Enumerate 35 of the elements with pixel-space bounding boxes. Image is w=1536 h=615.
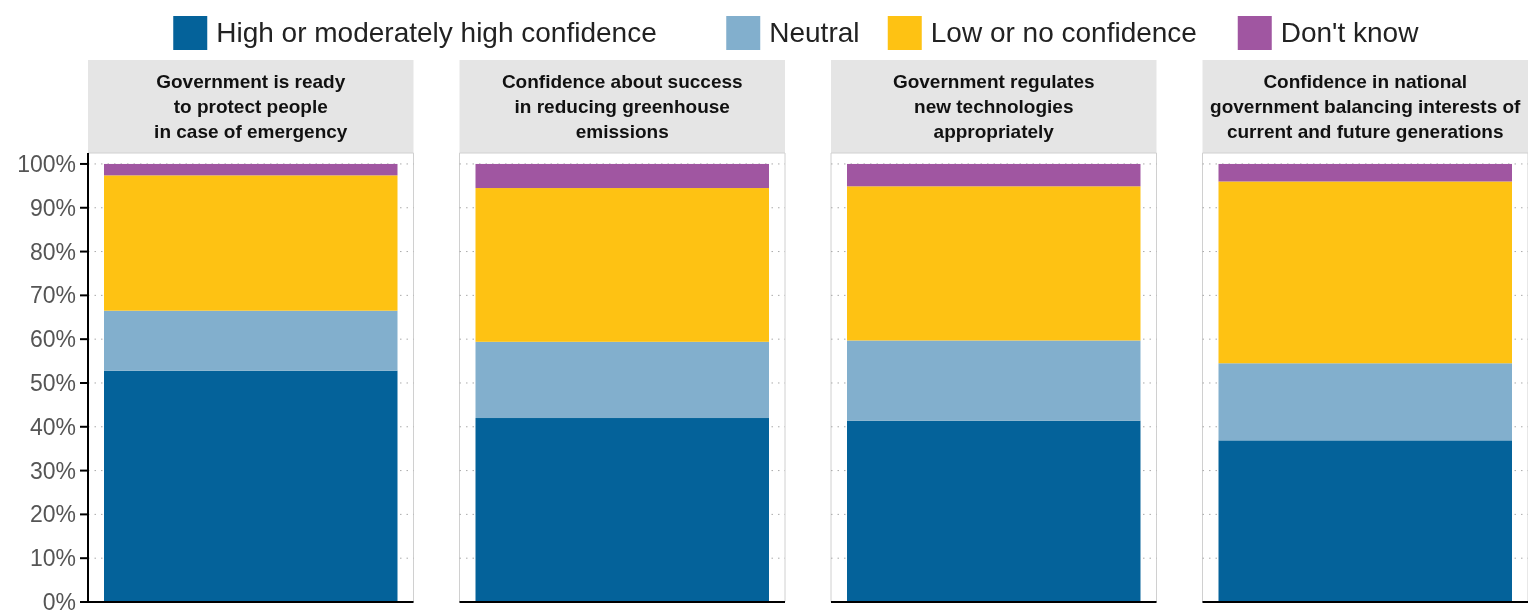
- legend-label: Neutral: [769, 17, 860, 48]
- x-tick-label: Confidence about success in reducing greenhouse emissions: [501, 70, 743, 142]
- bar: [475, 188, 769, 342]
- y-tick-label: 80%: [29, 238, 76, 265]
- bar: [1218, 163, 1512, 182]
- bar: [847, 186, 1141, 341]
- y-tick-label: 70%: [29, 282, 76, 309]
- bar: [104, 370, 398, 602]
- x-tick-label: Government regulates new technologies appropriately: [892, 70, 1095, 142]
- y-tick-label: 100%: [17, 150, 76, 177]
- y-tick-label: 30%: [29, 457, 76, 484]
- bar: [1218, 363, 1512, 441]
- x-tick-label: Confidence in national government balancing interests of current and future generations: [1210, 70, 1522, 142]
- y-tick-label: 40%: [29, 413, 76, 440]
- y-tick-label: 10%: [29, 545, 76, 572]
- x-tick-label: Government is ready to protect people in case of emergency: [154, 70, 348, 142]
- legend-label: Low or no confidence: [930, 17, 1197, 48]
- bar: [104, 175, 398, 311]
- bar: [104, 310, 398, 371]
- y-tick-label: 20%: [29, 501, 76, 528]
- legend-label: Don't know: [1280, 17, 1420, 48]
- y-tick-label: 0%: [42, 589, 76, 615]
- bar: [475, 341, 769, 419]
- bar: [1218, 181, 1512, 364]
- y-tick-label: 90%: [29, 194, 76, 221]
- bar: [1218, 440, 1512, 602]
- bar: [104, 163, 398, 176]
- y-tick-label: 50%: [29, 369, 76, 396]
- legend-label: High or moderately high confidence: [216, 17, 657, 48]
- bar: [847, 163, 1141, 187]
- y-tick-label: 60%: [29, 326, 76, 353]
- bar: [847, 420, 1141, 602]
- bar: [475, 418, 769, 602]
- bar: [475, 163, 769, 189]
- bar: [847, 340, 1141, 421]
